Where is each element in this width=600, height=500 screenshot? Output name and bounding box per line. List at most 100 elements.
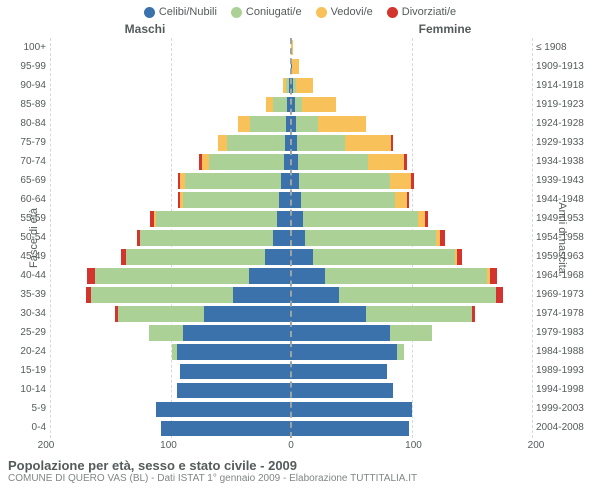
bar-segment-single — [183, 325, 291, 341]
age-label: 85-89 — [0, 95, 46, 114]
bar-segment-divorced — [472, 306, 476, 322]
bar-segment-married — [156, 211, 277, 227]
bar-segment-married — [296, 116, 318, 132]
bar-row — [50, 114, 291, 133]
bar-row — [50, 362, 291, 381]
bar-segment-widowed — [418, 211, 425, 227]
legend: Celibi/NubiliConiugati/eVedovi/eDivorzia… — [0, 0, 600, 18]
bar-segment-married — [305, 230, 435, 246]
bar-row — [291, 133, 532, 152]
bar-segment-divorced — [411, 173, 413, 189]
age-axis: 100+95-9990-9485-8980-8475-7970-7465-696… — [0, 38, 50, 438]
legend-label: Vedovi/e — [331, 6, 373, 18]
bar-row — [50, 305, 291, 324]
bar-row — [291, 57, 532, 76]
bar-row — [291, 324, 532, 343]
bar-segment-widowed — [318, 116, 366, 132]
bar-segment-married — [325, 268, 488, 284]
bar-segment-single — [291, 364, 387, 380]
bar-row — [50, 324, 291, 343]
bar-row — [50, 190, 291, 209]
bar-row — [291, 267, 532, 286]
birth-year-label: 1974-1978 — [536, 305, 600, 324]
bar-row — [50, 152, 291, 171]
birth-year-label: 1984-1988 — [536, 343, 600, 362]
birth-year-label: 1989-1993 — [536, 362, 600, 381]
bar-segment-married — [118, 306, 205, 322]
x-tick: 200 — [528, 440, 545, 451]
bar-segment-divorced — [87, 268, 94, 284]
bar-segment-married — [313, 249, 455, 265]
bar-segment-divorced — [425, 211, 429, 227]
age-label: 0-4 — [0, 419, 46, 438]
bar-row — [50, 248, 291, 267]
legend-item: Coniugati/e — [231, 6, 302, 18]
birth-year-label: 1954-1958 — [536, 228, 600, 247]
bar-row — [291, 305, 532, 324]
bar-segment-married — [250, 116, 286, 132]
bar-row — [291, 248, 532, 267]
bar-segment-single — [273, 230, 291, 246]
age-label: 65-69 — [0, 171, 46, 190]
birth-year-label: 1919-1923 — [536, 95, 600, 114]
bar-segment-married — [295, 97, 302, 113]
bar-segment-married — [149, 325, 183, 341]
bar-segment-single — [233, 287, 291, 303]
bar-segment-widowed — [218, 135, 228, 151]
bar-segment-single — [291, 154, 298, 170]
bar-row — [291, 38, 532, 57]
birth-year-label: 1959-1963 — [536, 248, 600, 267]
x-tick: 0 — [288, 440, 294, 451]
bar-segment-single — [291, 211, 303, 227]
legend-label: Coniugati/e — [246, 6, 302, 18]
age-label: 25-29 — [0, 324, 46, 343]
age-label: 95-99 — [0, 57, 46, 76]
birth-year-label: 1944-1948 — [536, 190, 600, 209]
bar-segment-married — [303, 211, 417, 227]
bar-segment-single — [291, 173, 299, 189]
bar-row — [50, 343, 291, 362]
age-label: 50-54 — [0, 228, 46, 247]
bar-segment-single — [291, 192, 301, 208]
bar-segment-widowed — [266, 97, 273, 113]
bar-segment-married — [366, 306, 472, 322]
legend-label: Celibi/Nubili — [159, 6, 217, 18]
bar-segment-divorced — [391, 135, 393, 151]
bar-segment-widowed — [202, 154, 209, 170]
legend-swatch — [231, 7, 242, 18]
header-male: Maschi — [60, 22, 295, 36]
age-label: 90-94 — [0, 76, 46, 95]
bar-segment-married — [390, 325, 432, 341]
bar-segment-single — [291, 230, 305, 246]
legend-swatch — [387, 7, 398, 18]
bar-segment-single — [249, 268, 291, 284]
bar-segment-married — [140, 230, 273, 246]
bar-row — [291, 362, 532, 381]
x-tick: 100 — [160, 440, 177, 451]
bar-segment-married — [297, 135, 345, 151]
age-label: 5-9 — [0, 400, 46, 419]
bar-segment-married — [273, 97, 287, 113]
bar-segment-single — [180, 364, 291, 380]
age-label: 80-84 — [0, 114, 46, 133]
bar-segment-single — [291, 344, 397, 360]
bar-row — [291, 152, 532, 171]
chart-subtitle: COMUNE DI QUERO VAS (BL) - Dati ISTAT 1°… — [8, 473, 592, 484]
birth-year-label: 1914-1918 — [536, 76, 600, 95]
bar-row — [50, 228, 291, 247]
bar-row — [291, 209, 532, 228]
bar-segment-widowed — [395, 192, 407, 208]
bar-segment-married — [299, 173, 389, 189]
center-line — [290, 38, 292, 438]
header-female: Femmine — [295, 22, 530, 36]
bar-row — [50, 286, 291, 305]
bar-segment-married — [209, 154, 284, 170]
bar-segment-widowed — [292, 59, 299, 75]
birth-year-label: 1979-1983 — [536, 324, 600, 343]
bar-segment-divorced — [407, 192, 409, 208]
bars-area — [50, 38, 532, 438]
bar-segment-married — [95, 268, 249, 284]
bar-segment-single — [291, 306, 366, 322]
age-label: 45-49 — [0, 248, 46, 267]
legend-item: Vedovi/e — [316, 6, 373, 18]
